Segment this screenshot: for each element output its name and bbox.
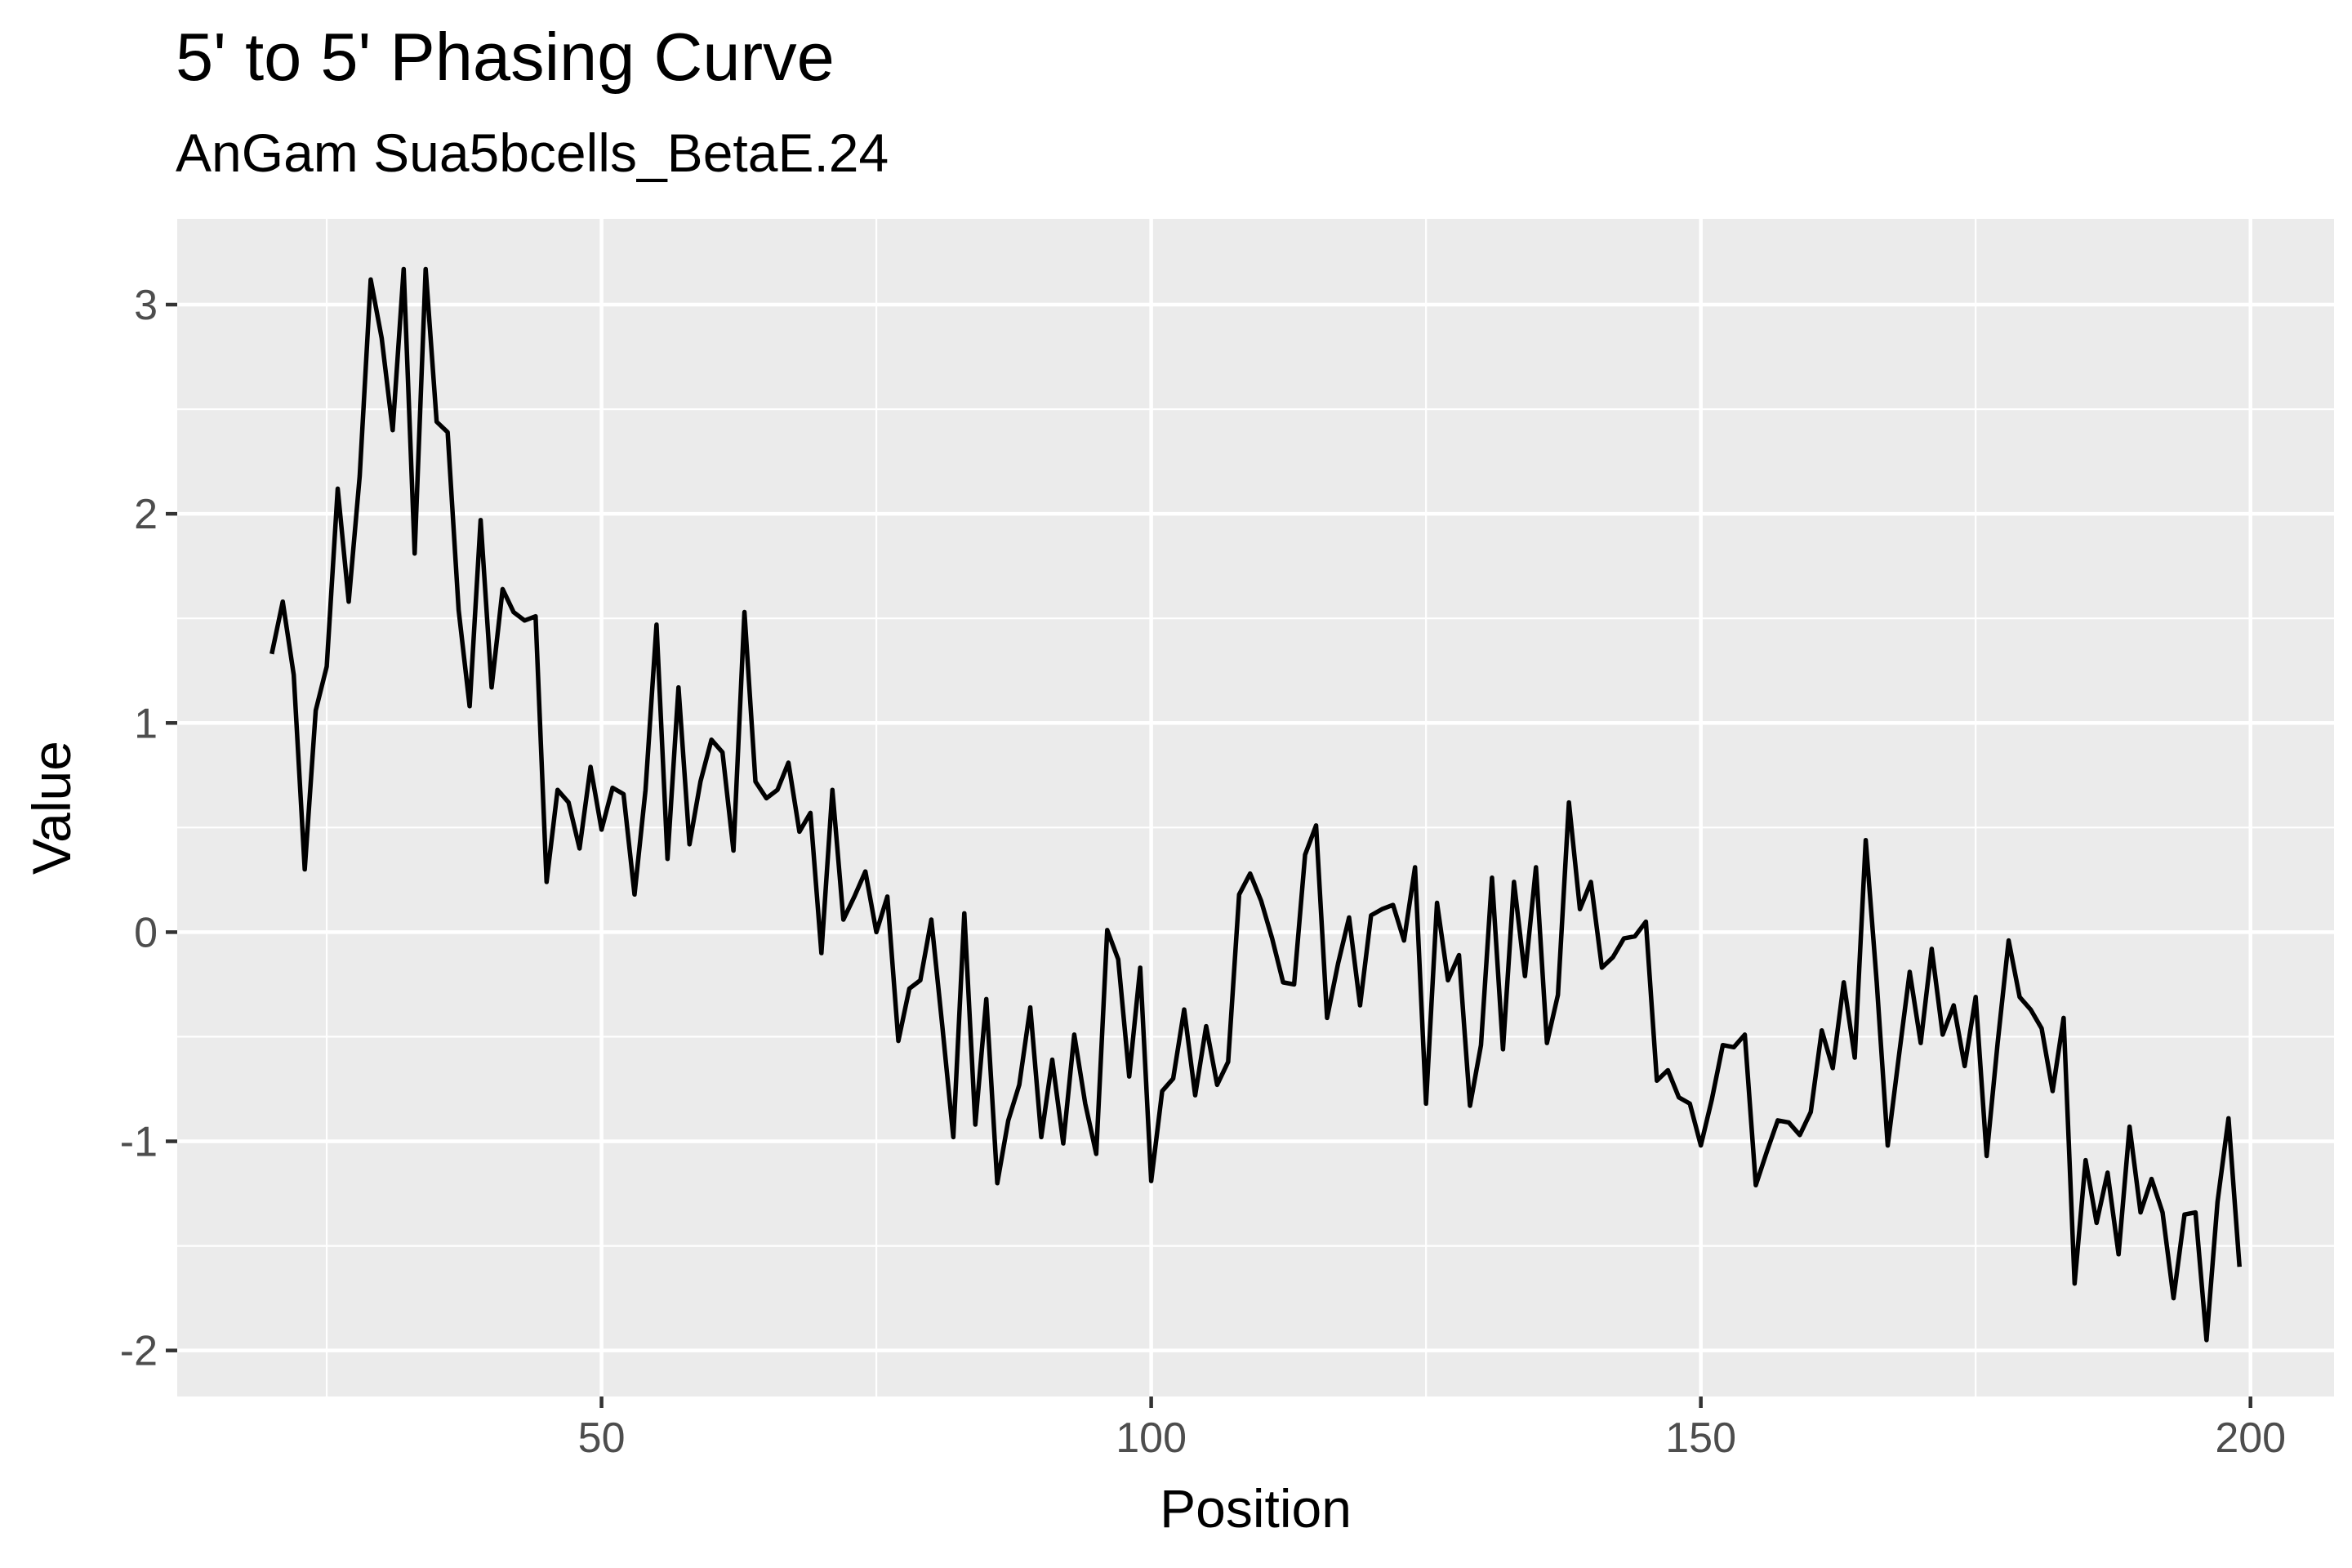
chart-title: 5' to 5' Phasing Curve — [176, 19, 835, 95]
y-tick-label: -2 — [120, 1328, 158, 1375]
major-gridlines — [177, 219, 2334, 1396]
y-axis-title: Value — [21, 741, 82, 875]
chart-subtitle: AnGam Sua5bcells_BetaE.24 — [176, 122, 889, 183]
y-tick-label: -1 — [120, 1119, 158, 1166]
x-tick-label: 100 — [1116, 1414, 1187, 1462]
x-tick-label: 150 — [1665, 1414, 1736, 1462]
x-axis: 50 100 150 200 — [578, 1396, 2286, 1462]
minor-gridlines — [177, 219, 2334, 1396]
y-tick-label: 2 — [134, 491, 158, 538]
phasing-curve-line — [270, 266, 2242, 1343]
y-tick-label: 1 — [134, 700, 158, 747]
x-tick-label: 200 — [2215, 1414, 2286, 1462]
plot-panel — [177, 219, 2334, 1396]
x-tick-label: 50 — [578, 1414, 626, 1462]
y-tick-label: 0 — [134, 909, 158, 956]
y-axis: -2 -1 0 1 2 3 — [120, 282, 177, 1375]
x-axis-title: Position — [1160, 1478, 1352, 1539]
y-tick-label: 3 — [134, 282, 158, 329]
